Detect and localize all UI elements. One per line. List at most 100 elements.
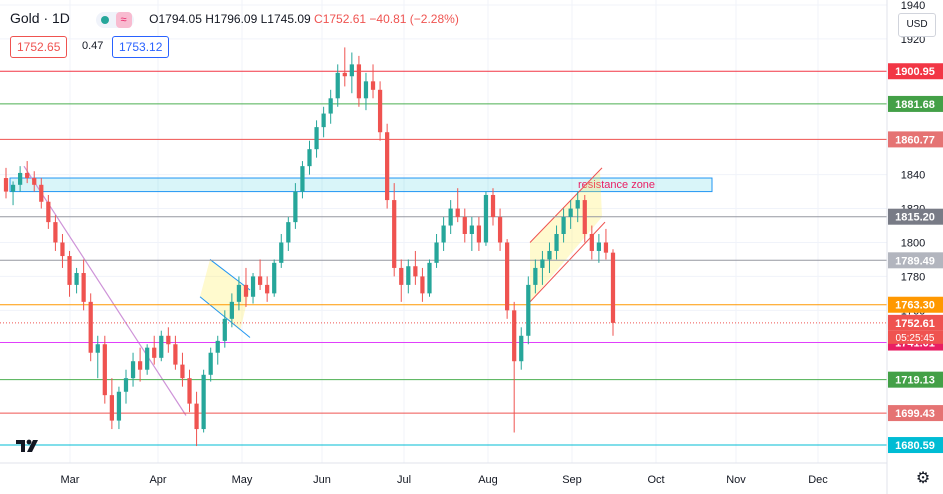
level-label: 1900.95	[895, 66, 935, 78]
x-tick-label: Sep	[562, 474, 582, 486]
tradingview-logo-icon[interactable]	[14, 436, 42, 456]
candle-body	[265, 284, 270, 294]
candle-body	[123, 378, 129, 392]
candle-body	[420, 276, 425, 294]
candle-body	[67, 256, 72, 285]
candle-body	[610, 252, 616, 323]
candle-body	[575, 200, 580, 209]
candle-body	[399, 267, 404, 285]
candle-body	[568, 208, 573, 218]
level-label-bg	[888, 405, 943, 422]
level-label: 1719.13	[895, 375, 935, 387]
flag-top	[209, 259, 251, 291]
level-label: 1680.59	[895, 440, 935, 452]
candle-body	[222, 318, 227, 341]
candle-body	[490, 194, 496, 218]
candle-body	[137, 361, 143, 370]
candle-body	[385, 132, 390, 201]
x-tick-label: Mar	[61, 474, 80, 486]
candle-body	[88, 301, 93, 353]
level-label-bg	[888, 63, 943, 80]
candle-body	[257, 276, 263, 285]
candle-body	[448, 208, 453, 226]
candle-body	[342, 72, 347, 77]
level-label-bg	[888, 371, 943, 388]
x-tick-label: Aug	[478, 474, 498, 486]
candle-body	[441, 225, 446, 243]
candle-body	[180, 364, 185, 379]
level-label-bg	[888, 437, 943, 454]
candle-body	[173, 344, 178, 365]
y-tick-label: 1800	[901, 237, 925, 249]
level-label: 1752.61	[895, 318, 935, 330]
candle-body	[377, 89, 383, 133]
candle-body	[512, 310, 517, 362]
high-value: H1796.09	[205, 12, 258, 26]
candle-body	[455, 208, 460, 218]
resistance-zone: resistance zone	[9, 177, 713, 193]
candle-body	[17, 172, 23, 185]
symbol-title[interactable]: Gold · 1D	[10, 10, 70, 26]
candle-body	[293, 191, 298, 223]
resistance-zone-box	[9, 177, 713, 193]
candle-body	[554, 234, 559, 251]
candle-body	[215, 340, 220, 353]
candle-body	[589, 234, 594, 251]
candle-body	[328, 98, 333, 114]
candle-body	[547, 250, 552, 260]
candle-body	[561, 217, 566, 234]
candle-body	[32, 178, 37, 185]
candle-body	[243, 284, 249, 297]
candle-body	[427, 262, 432, 294]
close-value: C1752.61	[314, 12, 367, 26]
ohlc-readout: O1794.05 H1796.09 L1745.09 C1752.61 −40.…	[149, 12, 459, 26]
candle-body	[413, 266, 418, 277]
candle-body	[286, 222, 291, 243]
y-tick-label: 1940	[901, 0, 925, 12]
candle-body	[116, 391, 122, 421]
currency-button[interactable]: USD	[898, 13, 936, 37]
time-axis: Mar Apr May Jun Jul Aug Sep Oct Nov Dec	[61, 474, 829, 486]
market-status-toggle[interactable]: ≈	[95, 11, 134, 28]
candle-body	[476, 225, 482, 243]
candle-body	[335, 72, 340, 99]
level-label: 1815.20	[895, 212, 935, 224]
candle-body	[194, 403, 199, 430]
candle-body	[272, 262, 277, 294]
candle-body	[603, 242, 609, 253]
candle-body	[236, 284, 242, 302]
ask-price-button[interactable]: 1753.12	[112, 36, 170, 58]
candle-body	[314, 127, 319, 150]
candle-body	[279, 242, 284, 263]
candle-body	[74, 273, 79, 285]
candle-body	[321, 113, 326, 128]
candle-body	[152, 347, 157, 358]
candle-body	[533, 267, 538, 285]
x-tick-label: Apr	[149, 474, 166, 486]
candle-body	[250, 276, 256, 297]
candlesticks	[3, 47, 616, 447]
candle-body	[469, 225, 474, 234]
candle-body	[159, 335, 164, 358]
trendline	[23, 165, 187, 416]
bid-price-button[interactable]: 1752.65	[10, 36, 68, 58]
countdown-label: 05:25:45	[896, 333, 935, 344]
channel-top	[529, 167, 603, 243]
candle-body	[39, 184, 44, 202]
candle-body	[596, 242, 602, 251]
candle-body	[60, 242, 65, 257]
candle-body	[406, 266, 411, 285]
candle-body	[53, 222, 58, 243]
level-label-bg	[888, 95, 943, 112]
gear-icon[interactable]: ⚙	[915, 470, 931, 487]
candle-body	[3, 178, 9, 192]
spread-value: 0.47	[82, 40, 104, 52]
x-tick-label: Dec	[808, 474, 828, 486]
candle-body	[201, 374, 206, 430]
horizontal-levels	[0, 70, 887, 446]
resistance-zone-label: resistance zone	[578, 179, 655, 191]
level-label-bg	[888, 314, 943, 331]
level-label-bg	[888, 208, 943, 225]
chart-header: Gold · 1D ≈ O1794.05 H1796.09 L1745.09 C…	[10, 10, 459, 28]
